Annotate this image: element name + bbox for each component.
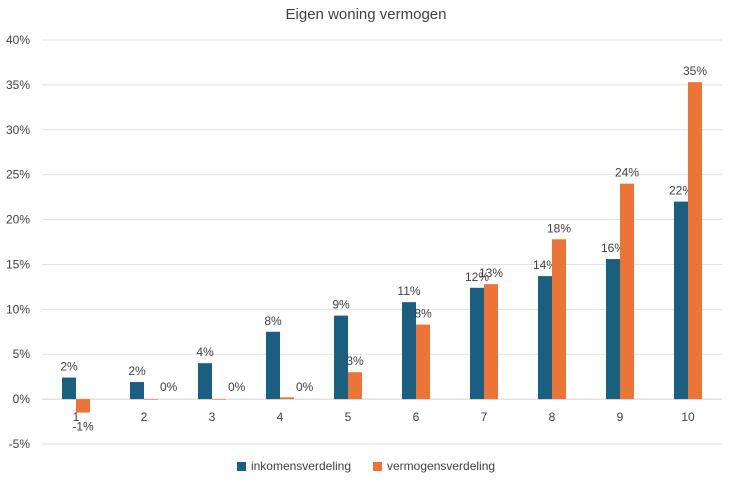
x-tick-label-0: 1 [73, 410, 80, 424]
y-tick-label-1: 0% [13, 392, 31, 406]
bar-series-0-cat-9 [674, 201, 688, 400]
bar-series-0-cat-1 [130, 382, 144, 400]
data-label-series-1-cat-4: 3% [346, 354, 364, 368]
bar-series-1-cat-1 [144, 399, 158, 400]
data-label-series-1-cat-8: 24% [615, 166, 639, 180]
bar-series-1-cat-4 [348, 372, 362, 400]
data-label-series-1-cat-2: 0% [228, 380, 246, 394]
data-label-series-0-cat-7: 14% [533, 258, 557, 272]
bar-series-1-cat-6 [484, 284, 498, 400]
y-tick-label-9: 40% [6, 33, 30, 47]
data-label-series-0-cat-1: 2% [128, 364, 146, 378]
y-tick-label-8: 35% [6, 78, 30, 92]
y-tick-label-4: 15% [6, 257, 30, 271]
legend-swatch-series-1 [373, 461, 382, 471]
data-label-series-0-cat-2: 4% [196, 345, 214, 359]
data-label-series-1-cat-3: 0% [296, 380, 314, 394]
y-tick-label-3: 10% [6, 302, 30, 316]
x-tick-label-7: 8 [549, 410, 556, 424]
x-tick-label-8: 9 [617, 410, 624, 424]
x-tick-label-9: 10 [681, 410, 695, 424]
bar-series-0-cat-7 [538, 276, 552, 400]
bar-series-1-cat-8 [620, 183, 634, 400]
chart-title: Eigen woning vermogen [285, 6, 447, 23]
data-label-series-0-cat-9: 22% [669, 184, 693, 198]
x-tick-label-1: 2 [141, 410, 148, 424]
chart-legend: inkomensverdeling vermogensverdeling [0, 459, 732, 473]
legend-label-series-0: inkomensverdeling [250, 459, 351, 473]
data-label-series-0-cat-5: 11% [397, 284, 420, 298]
data-label-series-1-cat-7: 18% [547, 221, 571, 235]
legend-item-series-1: vermogensverdeling [373, 459, 495, 473]
bar-series-0-cat-4 [334, 315, 348, 400]
data-label-series-0-cat-4: 9% [332, 298, 350, 312]
x-tick-label-4: 5 [345, 410, 352, 424]
bar-series-1-cat-9 [688, 82, 702, 400]
y-tick-label-6: 25% [6, 168, 30, 182]
bar-series-1-cat-5 [416, 324, 430, 400]
x-tick-label-3: 4 [277, 410, 284, 424]
data-label-series-1-cat-0: -1% [72, 420, 94, 434]
data-label-series-1-cat-1: 0% [160, 380, 178, 394]
bar-series-0-cat-0 [62, 377, 76, 400]
x-tick-label-2: 3 [209, 410, 216, 424]
bar-series-0-cat-6 [470, 287, 484, 400]
y-tick-label-5: 20% [6, 213, 30, 227]
data-label-series-0-cat-0: 2% [60, 360, 78, 374]
bar-series-0-cat-5 [402, 302, 416, 400]
y-tick-label-2: 5% [13, 347, 31, 361]
bar-series-0-cat-3 [266, 331, 280, 400]
data-label-series-0-cat-8: 16% [601, 241, 625, 255]
legend-item-series-0: inkomensverdeling [236, 459, 351, 473]
bar-series-0-cat-2 [198, 363, 212, 400]
legend-swatch-series-0 [236, 461, 246, 471]
bar-series-1-cat-0 [76, 399, 90, 413]
bar-series-1-cat-2 [212, 399, 226, 400]
data-label-series-1-cat-9: 35% [683, 64, 707, 78]
data-label-series-0-cat-3: 8% [264, 314, 282, 328]
x-tick-label-6: 7 [481, 410, 488, 424]
bar-series-1-cat-7 [552, 239, 566, 400]
x-tick-label-5: 6 [413, 410, 420, 424]
bar-series-1-cat-3 [280, 397, 294, 400]
y-tick-label-7: 30% [6, 123, 30, 137]
data-label-series-1-cat-5: 8% [414, 307, 432, 321]
data-label-series-0-cat-6: 12% [465, 270, 489, 284]
legend-label-series-1: vermogensverdeling [387, 459, 496, 473]
data-label-series-1-cat-6: 13% [479, 266, 503, 280]
y-tick-label-0: -5% [9, 437, 31, 451]
bar-series-0-cat-8 [606, 259, 620, 400]
